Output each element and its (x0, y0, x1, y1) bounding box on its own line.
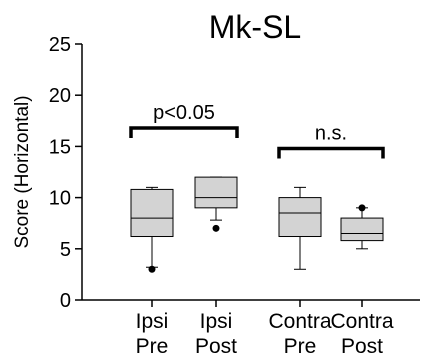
y-tick-label: 20 (49, 85, 71, 107)
significance-bracket (277, 146, 385, 159)
x-category-label-line2: Pre (136, 335, 169, 358)
y-tick-label: 0 (60, 290, 71, 312)
x-category-label-line2: Post (341, 335, 383, 358)
y-tick-label: 15 (49, 136, 71, 158)
outlier-point (212, 224, 220, 232)
plot-area: 0510152025IpsiPreIpsiPostContraPreContra… (49, 34, 420, 358)
box-iqr (340, 217, 384, 242)
x-category-label-line1: Ipsi (200, 310, 233, 333)
outlier-point (358, 204, 366, 212)
significance-label: n.s. (315, 122, 347, 144)
y-tick-label: 10 (49, 188, 71, 210)
y-tick-label: 25 (49, 34, 71, 56)
y-axis-label: Score (Horizontal) (12, 95, 33, 248)
outlier-point (148, 265, 156, 273)
x-category-label-line1: Contra (268, 310, 331, 333)
box-iqr (278, 197, 322, 238)
x-category-label-line1: Contra (330, 310, 393, 333)
box-iqr (130, 188, 174, 238)
box-iqr (194, 176, 238, 209)
x-category-label-line2: Post (195, 335, 237, 358)
x-category-label-line1: Ipsi (136, 310, 169, 333)
x-category-label-line2: Pre (284, 335, 317, 358)
significance-label: p<0.05 (153, 102, 215, 124)
y-tick-label: 5 (60, 239, 71, 261)
significance-bracket (129, 126, 239, 138)
chart-title: Mk-SL (209, 9, 301, 45)
